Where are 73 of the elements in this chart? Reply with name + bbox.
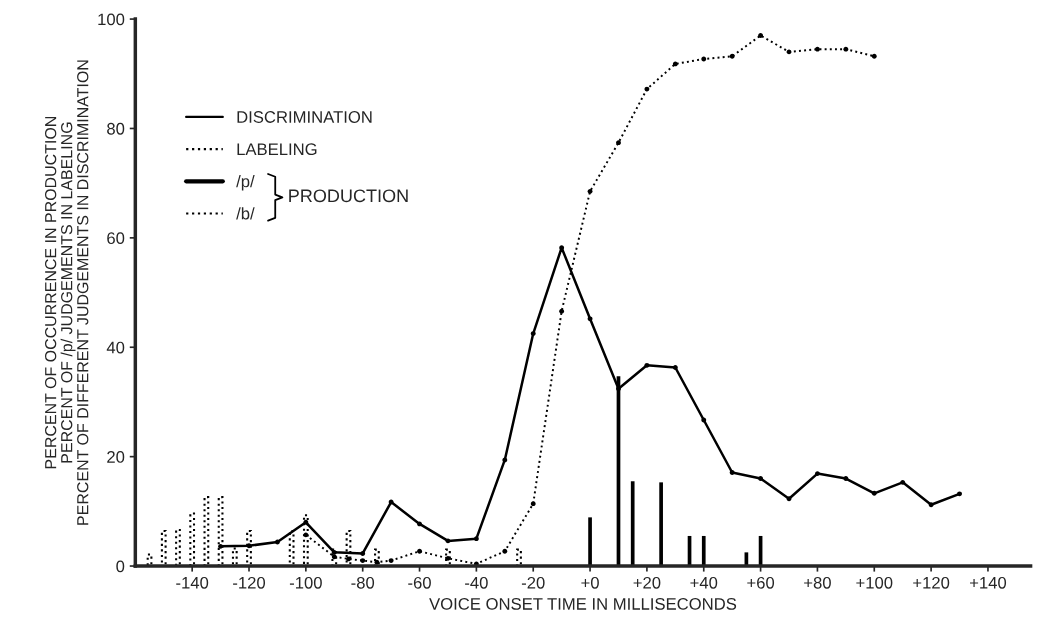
point (616, 140, 621, 146)
point (559, 308, 565, 314)
point (502, 548, 508, 554)
point (701, 56, 707, 62)
legend-label: DISCRIMINATION (237, 111, 372, 123)
point (701, 417, 707, 423)
legend-label: /b/ (236, 207, 255, 220)
point (502, 457, 508, 463)
y-tick-label: 20 (107, 451, 125, 463)
x-tick-label: +60 (747, 576, 775, 589)
point (758, 476, 764, 481)
bar (701, 535, 706, 567)
point (218, 543, 224, 549)
x-tick-label: +20 (633, 576, 661, 589)
point (360, 558, 366, 563)
bar (189, 512, 196, 567)
y-tick-label: 60 (107, 232, 125, 245)
x-tick-label: -140 (176, 576, 209, 589)
point (303, 532, 309, 538)
x-tick-label: -60 (408, 576, 431, 589)
x-tick-label: +80 (804, 576, 831, 589)
point (473, 536, 479, 542)
x-tick-label: -120 (233, 576, 266, 589)
point (616, 386, 621, 392)
x-tick-label: +100 (856, 576, 893, 589)
bar (217, 496, 224, 567)
y-tick-label: 40 (106, 341, 125, 354)
point (758, 33, 764, 38)
point (246, 543, 252, 549)
point (530, 501, 536, 507)
point (672, 365, 678, 370)
point (530, 331, 536, 337)
point (957, 491, 962, 497)
x-tick-label: -100 (289, 576, 322, 589)
bar (175, 528, 181, 567)
x-tick-label: +120 (913, 576, 950, 589)
bar (203, 496, 210, 567)
y-axis-title: PERCENT OF OCCURRENCE IN PRODUCTION PERCENT OF /p/ JUDGEMENTS IN LABELING PERCENT OF DIFFERENT JUDGEMENTS IN DISCRIMINATION (44, 60, 89, 525)
bar (146, 553, 153, 567)
point (559, 245, 565, 251)
point (900, 479, 906, 485)
point (871, 490, 877, 496)
point (843, 46, 849, 52)
x-tick-label: -40 (465, 576, 488, 589)
y-tick-label: 100 (98, 13, 125, 26)
x-tick-label: +0 (581, 576, 599, 589)
x-tick-label: -20 (521, 576, 545, 589)
legend-label: LABELING (237, 143, 317, 156)
point (729, 53, 735, 59)
legend-label: /p/ (236, 175, 255, 191)
x-tick-label: +40 (690, 576, 718, 589)
annotation: PRODUCTION (289, 189, 408, 203)
point (644, 362, 650, 368)
x-axis-title: VOICE ONSET TIME IN MILLISECONDS (429, 597, 737, 610)
point (871, 53, 877, 59)
bar (659, 482, 663, 567)
point (928, 502, 934, 508)
bar (516, 548, 522, 567)
point (587, 316, 593, 322)
y-tick-label: 0 (116, 560, 125, 573)
x-tick-label: +140 (970, 576, 1007, 589)
point (815, 46, 820, 52)
point (360, 551, 366, 556)
x-tick-label: -80 (351, 576, 375, 589)
bar (302, 514, 309, 567)
point (786, 496, 792, 502)
point (417, 548, 422, 554)
y-tick-label: 80 (107, 122, 125, 135)
point (303, 519, 309, 525)
point (815, 471, 820, 477)
bar (160, 529, 167, 567)
bar (588, 517, 592, 567)
bar (630, 481, 635, 567)
